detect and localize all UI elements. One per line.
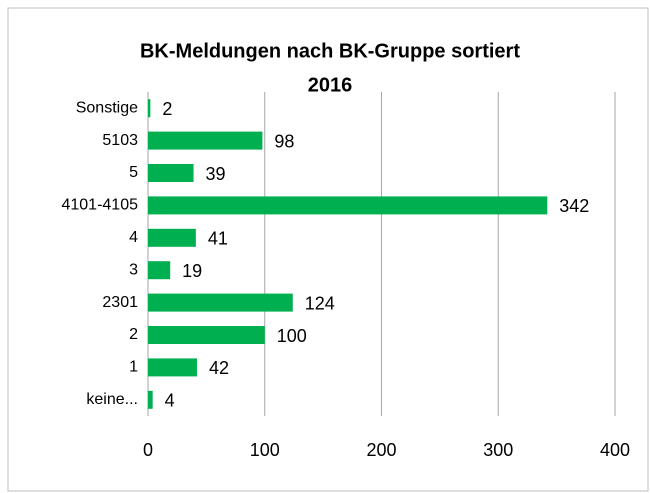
y-tick-label: 2 — [129, 326, 138, 343]
chart-title: BK-Meldungen nach BK-Gruppe sortiert — [140, 40, 520, 62]
bar — [148, 293, 293, 312]
value-label: 2 — [162, 99, 172, 119]
value-label: 4 — [165, 391, 175, 411]
value-label: 342 — [559, 196, 589, 216]
y-tick-label: 2301 — [102, 294, 138, 311]
x-tick-label: 0 — [143, 440, 153, 460]
y-tick-label: 3 — [129, 261, 138, 278]
bar — [148, 164, 194, 182]
y-tick-label: Sonstige — [76, 99, 138, 116]
x-tick-label: 300 — [483, 440, 513, 460]
x-tick-label: 100 — [250, 440, 280, 460]
value-label: 124 — [305, 293, 335, 313]
y-tick-label: 5103 — [102, 132, 138, 149]
bar — [148, 228, 196, 247]
x-tick-label: 400 — [600, 440, 630, 460]
y-tick-label: 4 — [129, 229, 138, 246]
value-label: 100 — [277, 326, 307, 346]
bar — [148, 261, 171, 280]
bar — [148, 358, 198, 377]
y-tick-label: keine... — [86, 391, 138, 408]
bar — [148, 390, 153, 409]
bar — [148, 99, 151, 118]
value-label: 42 — [209, 358, 229, 378]
bar — [148, 131, 263, 150]
value-label: 98 — [274, 131, 294, 151]
value-label: 19 — [182, 261, 202, 281]
value-label: 41 — [208, 229, 228, 249]
bar — [148, 196, 548, 215]
value-label: 39 — [206, 164, 226, 184]
y-tick-label: 4101-4105 — [61, 197, 138, 214]
x-tick-label: 200 — [366, 440, 396, 460]
chart-frame — [7, 7, 649, 492]
chart-subtitle: 2016 — [308, 74, 353, 96]
bar — [148, 326, 265, 344]
y-tick-label: 1 — [129, 359, 138, 376]
y-tick-label: 5 — [129, 164, 138, 181]
